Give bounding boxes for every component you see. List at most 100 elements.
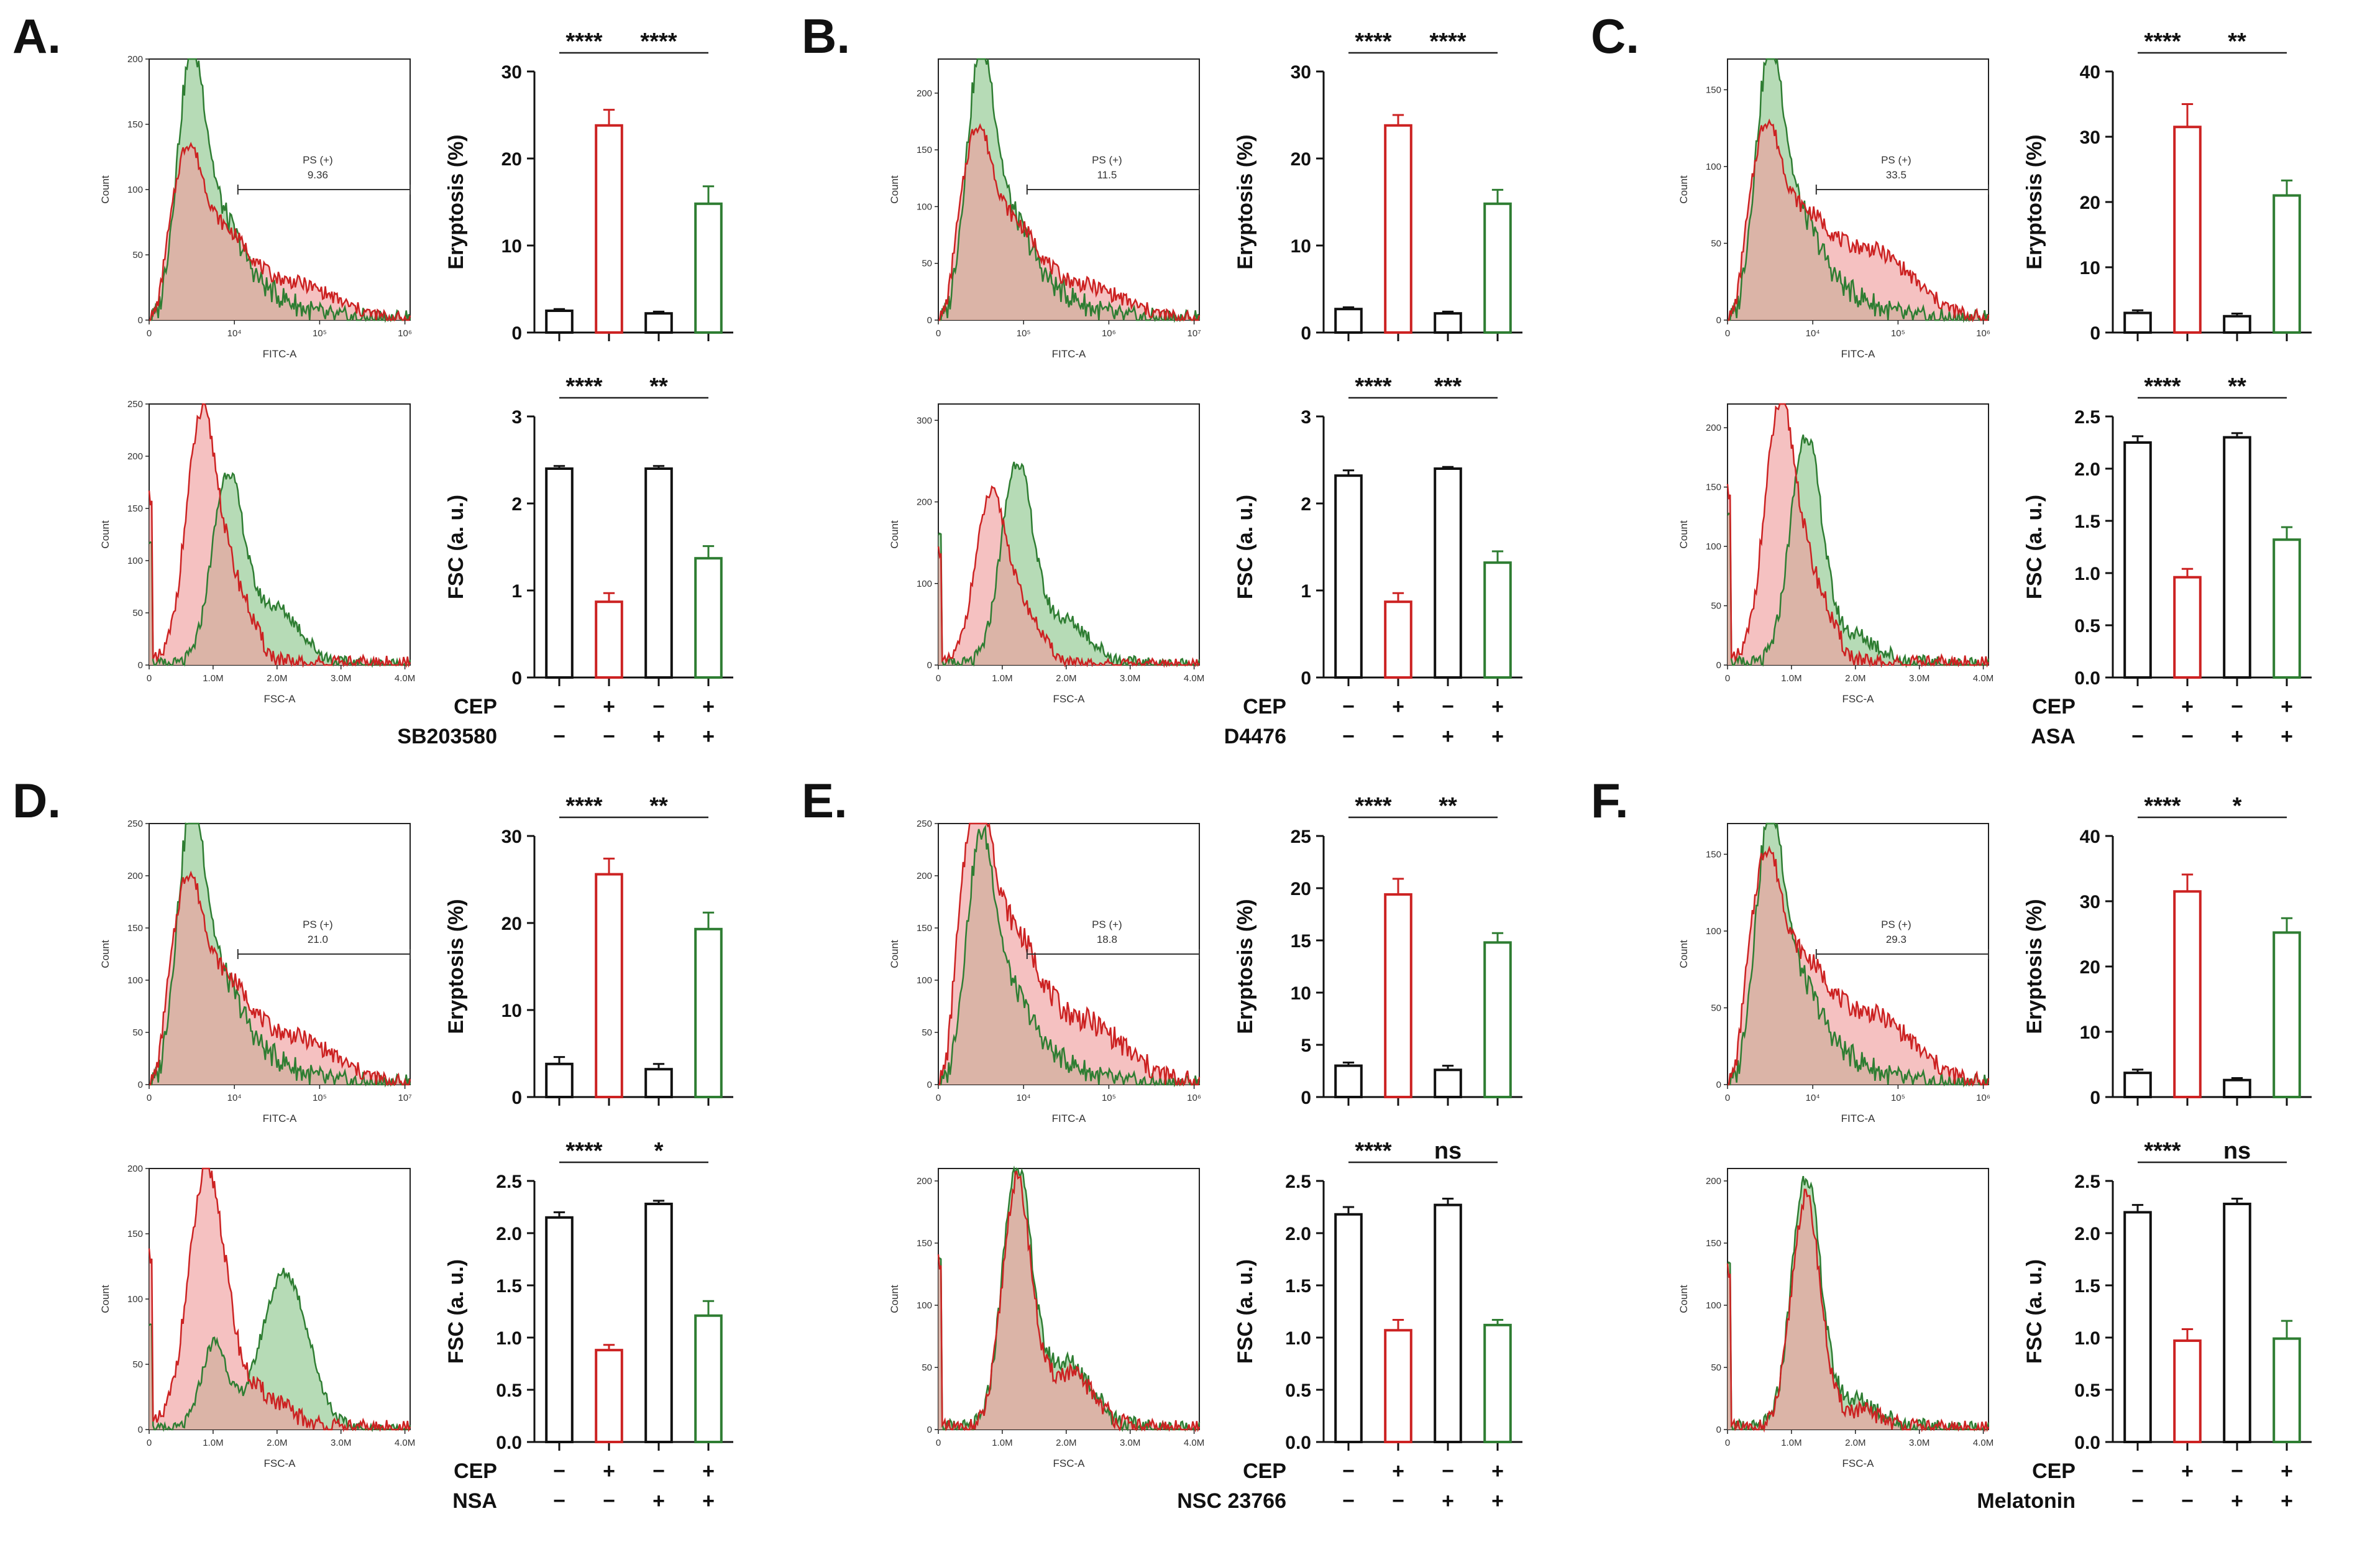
fsc-bar-chart-ylabel: FSC (a. u.) (1233, 1259, 1257, 1364)
fitc-histogram-red-line (938, 822, 1201, 1086)
eryptosis-bar-chart-ytick-label: 0 (1301, 323, 1311, 344)
fsc-histogram-xtick-label: 4.0M (1184, 673, 1204, 684)
fitc-histogram-xtick-label: 10⁶ (1187, 1093, 1201, 1103)
cep-row-label: CEP (454, 695, 497, 719)
cep-sign: + (603, 695, 615, 719)
fsc-bar-chart-bar-3 (1483, 561, 1512, 679)
fsc-histogram-xlabel: FSC-A (1842, 693, 1875, 705)
cep-sign: − (2231, 1459, 2243, 1483)
fsc-bar-chart-ytick-label: 1.5 (496, 1276, 522, 1297)
fitc-histogram-ytick-label: 100 (917, 201, 932, 212)
fsc-histogram-xtick-label: 3.0M (1120, 1438, 1140, 1448)
fsc-histogram-ylabel: Count (1678, 520, 1690, 549)
fsc-bar-chart-sig-label: ** (2228, 374, 2246, 400)
eryptosis-bar-chart-ytick-label: 40 (2080, 827, 2100, 847)
fitc-histogram-red-fill (1728, 848, 1989, 1085)
fsc-bar-chart-bar-2 (1434, 1203, 1462, 1443)
fitc-histogram-gate-label: PS (+) (303, 919, 333, 930)
fsc-bar-chart-bar-1 (1384, 600, 1412, 679)
fitc-histogram-xtick-label: 10⁵ (1017, 328, 1031, 339)
fitc-histogram-ytick-label: 100 (127, 185, 143, 195)
cep-sign: + (1491, 695, 1504, 719)
fsc-histogram-xlabel: FSC-A (264, 693, 296, 705)
fitc-histogram-xtick-label: 10⁶ (1976, 328, 1990, 339)
inhibitor-sign: + (652, 1489, 665, 1513)
fsc-histogram-xtick-label: 3.0M (1909, 673, 1929, 684)
fsc-bar-chart-bar-3 (2272, 1337, 2301, 1443)
fsc-bar-chart-bar-0 (1334, 1213, 1363, 1443)
fsc-histogram-ytick-label: 0 (927, 1425, 932, 1435)
eryptosis-bar-chart-ytick-label: 5 (1301, 1035, 1311, 1056)
eryptosis-bar-chart-bar-1 (2173, 890, 2202, 1098)
inhibitor-sign: − (2131, 725, 2144, 748)
fsc-histogram-xtick-label: 4.0M (395, 1438, 415, 1448)
fsc-bar-chart-ytick-label: 0.5 (2074, 1380, 2100, 1401)
fsc-histogram-xtick-label: 0 (1725, 1438, 1730, 1448)
eryptosis-bar-chart-sig-label: ** (1439, 793, 1457, 819)
fitc-histogram-red-line (149, 870, 411, 1086)
fsc-histogram-ytick-label: 150 (127, 1229, 143, 1239)
fsc-histogram-red-fill (1728, 1189, 1989, 1430)
eryptosis-bar-chart-bar-1 (595, 124, 623, 334)
cep-sign: − (1342, 1459, 1355, 1483)
fsc-bar-chart-ytick-label: 0.0 (2074, 668, 2100, 689)
cep-sign: + (702, 695, 715, 719)
fsc-histogram-green-fill (1728, 1176, 1989, 1430)
eryptosis-bar-chart-ytick-label: 20 (501, 149, 522, 170)
fsc-histogram-green-line (1726, 1175, 1990, 1432)
inhibitor-sign: − (603, 725, 615, 748)
fsc-bar-chart-ylabel: FSC (a. u.) (2023, 1259, 2046, 1364)
fsc-histogram-red-fill (1728, 404, 1989, 665)
inhibitor-sign: − (2181, 1489, 2194, 1513)
fsc-histogram-ytick-label: 0 (1716, 660, 1721, 671)
fsc-bar-chart-ytick-label: 2.0 (2074, 1224, 2100, 1244)
fsc-bar-chart-bar-1 (1384, 1329, 1412, 1443)
fsc-histogram-ytick-label: 300 (917, 415, 932, 426)
fsc-histogram-xtick-label: 2.0M (267, 1438, 287, 1448)
fitc-histogram-ylabel: Count (1678, 175, 1690, 204)
inhibitor-row-label: Melatonin (1977, 1489, 2076, 1513)
fitc-histogram-ylabel: Count (99, 175, 111, 204)
fsc-histogram-xlabel: FSC-A (1842, 1458, 1875, 1469)
eryptosis-bar-chart-ytick-label: 25 (1291, 827, 1311, 847)
cep-sign: + (2281, 695, 2293, 719)
fitc-histogram-gate-label: PS (+) (1881, 919, 1911, 930)
fsc-histogram-red-line (148, 403, 411, 668)
fitc-histogram-ytick-label: 200 (127, 871, 143, 881)
cep-sign: − (652, 695, 665, 719)
fsc-histogram-ylabel: Count (99, 520, 111, 549)
fsc-bar-chart-ylabel: FSC (a. u.) (1233, 495, 1257, 599)
fsc-bar-chart-bar-1 (2173, 1339, 2202, 1443)
fsc-bar-chart-sig-label: **** (565, 1138, 602, 1164)
fsc-histogram-red-fill (938, 1172, 1199, 1430)
fsc-histogram-ytick-label: 150 (127, 503, 143, 514)
fsc-bar-chart-bar-3 (2272, 538, 2301, 679)
fsc-bar-chart-sig-label: ns (1434, 1138, 1462, 1164)
fitc-histogram-xtick-label: 0 (936, 1093, 941, 1103)
fsc-histogram-ylabel: Count (1678, 1285, 1690, 1313)
fsc-histogram-xtick-label: 4.0M (1973, 673, 1993, 684)
fitc-histogram-green-line (149, 822, 411, 1088)
fsc-histogram-xtick-label: 0 (936, 1438, 941, 1448)
eryptosis-bar-chart-ylabel: Eryptosis (%) (444, 899, 468, 1034)
fsc-histogram-ytick-label: 100 (127, 1294, 143, 1305)
eryptosis-bar-chart-bar-3 (2272, 931, 2301, 1098)
eryptosis-bar-chart-sig-label: ** (2228, 29, 2246, 55)
fitc-histogram-red-fill (149, 144, 410, 321)
fsc-bar-chart-bar-2 (644, 1202, 673, 1444)
fsc-histogram-ytick-label: 0 (1716, 1425, 1721, 1435)
eryptosis-bar-chart-sig-label: **** (2144, 793, 2181, 819)
inhibitor-sign: − (2181, 725, 2194, 748)
fsc-bar-chart-bar-0 (2123, 441, 2152, 679)
fsc-histogram-green-line (938, 461, 1201, 667)
fitc-histogram-gate-value: 18.8 (1097, 934, 1117, 945)
fsc-bar-chart-ylabel: FSC (a. u.) (444, 1259, 468, 1364)
fsc-bar-chart-bar-3 (694, 1314, 723, 1443)
fsc-histogram-green-line (1726, 434, 1990, 668)
fsc-bar-chart-ytick-label: 0.5 (2074, 616, 2100, 636)
eryptosis-bar-chart-bar-0 (1334, 308, 1363, 334)
fitc-histogram-gate-label: PS (+) (1092, 919, 1122, 930)
fitc-histogram-ytick-label: 200 (127, 54, 143, 65)
